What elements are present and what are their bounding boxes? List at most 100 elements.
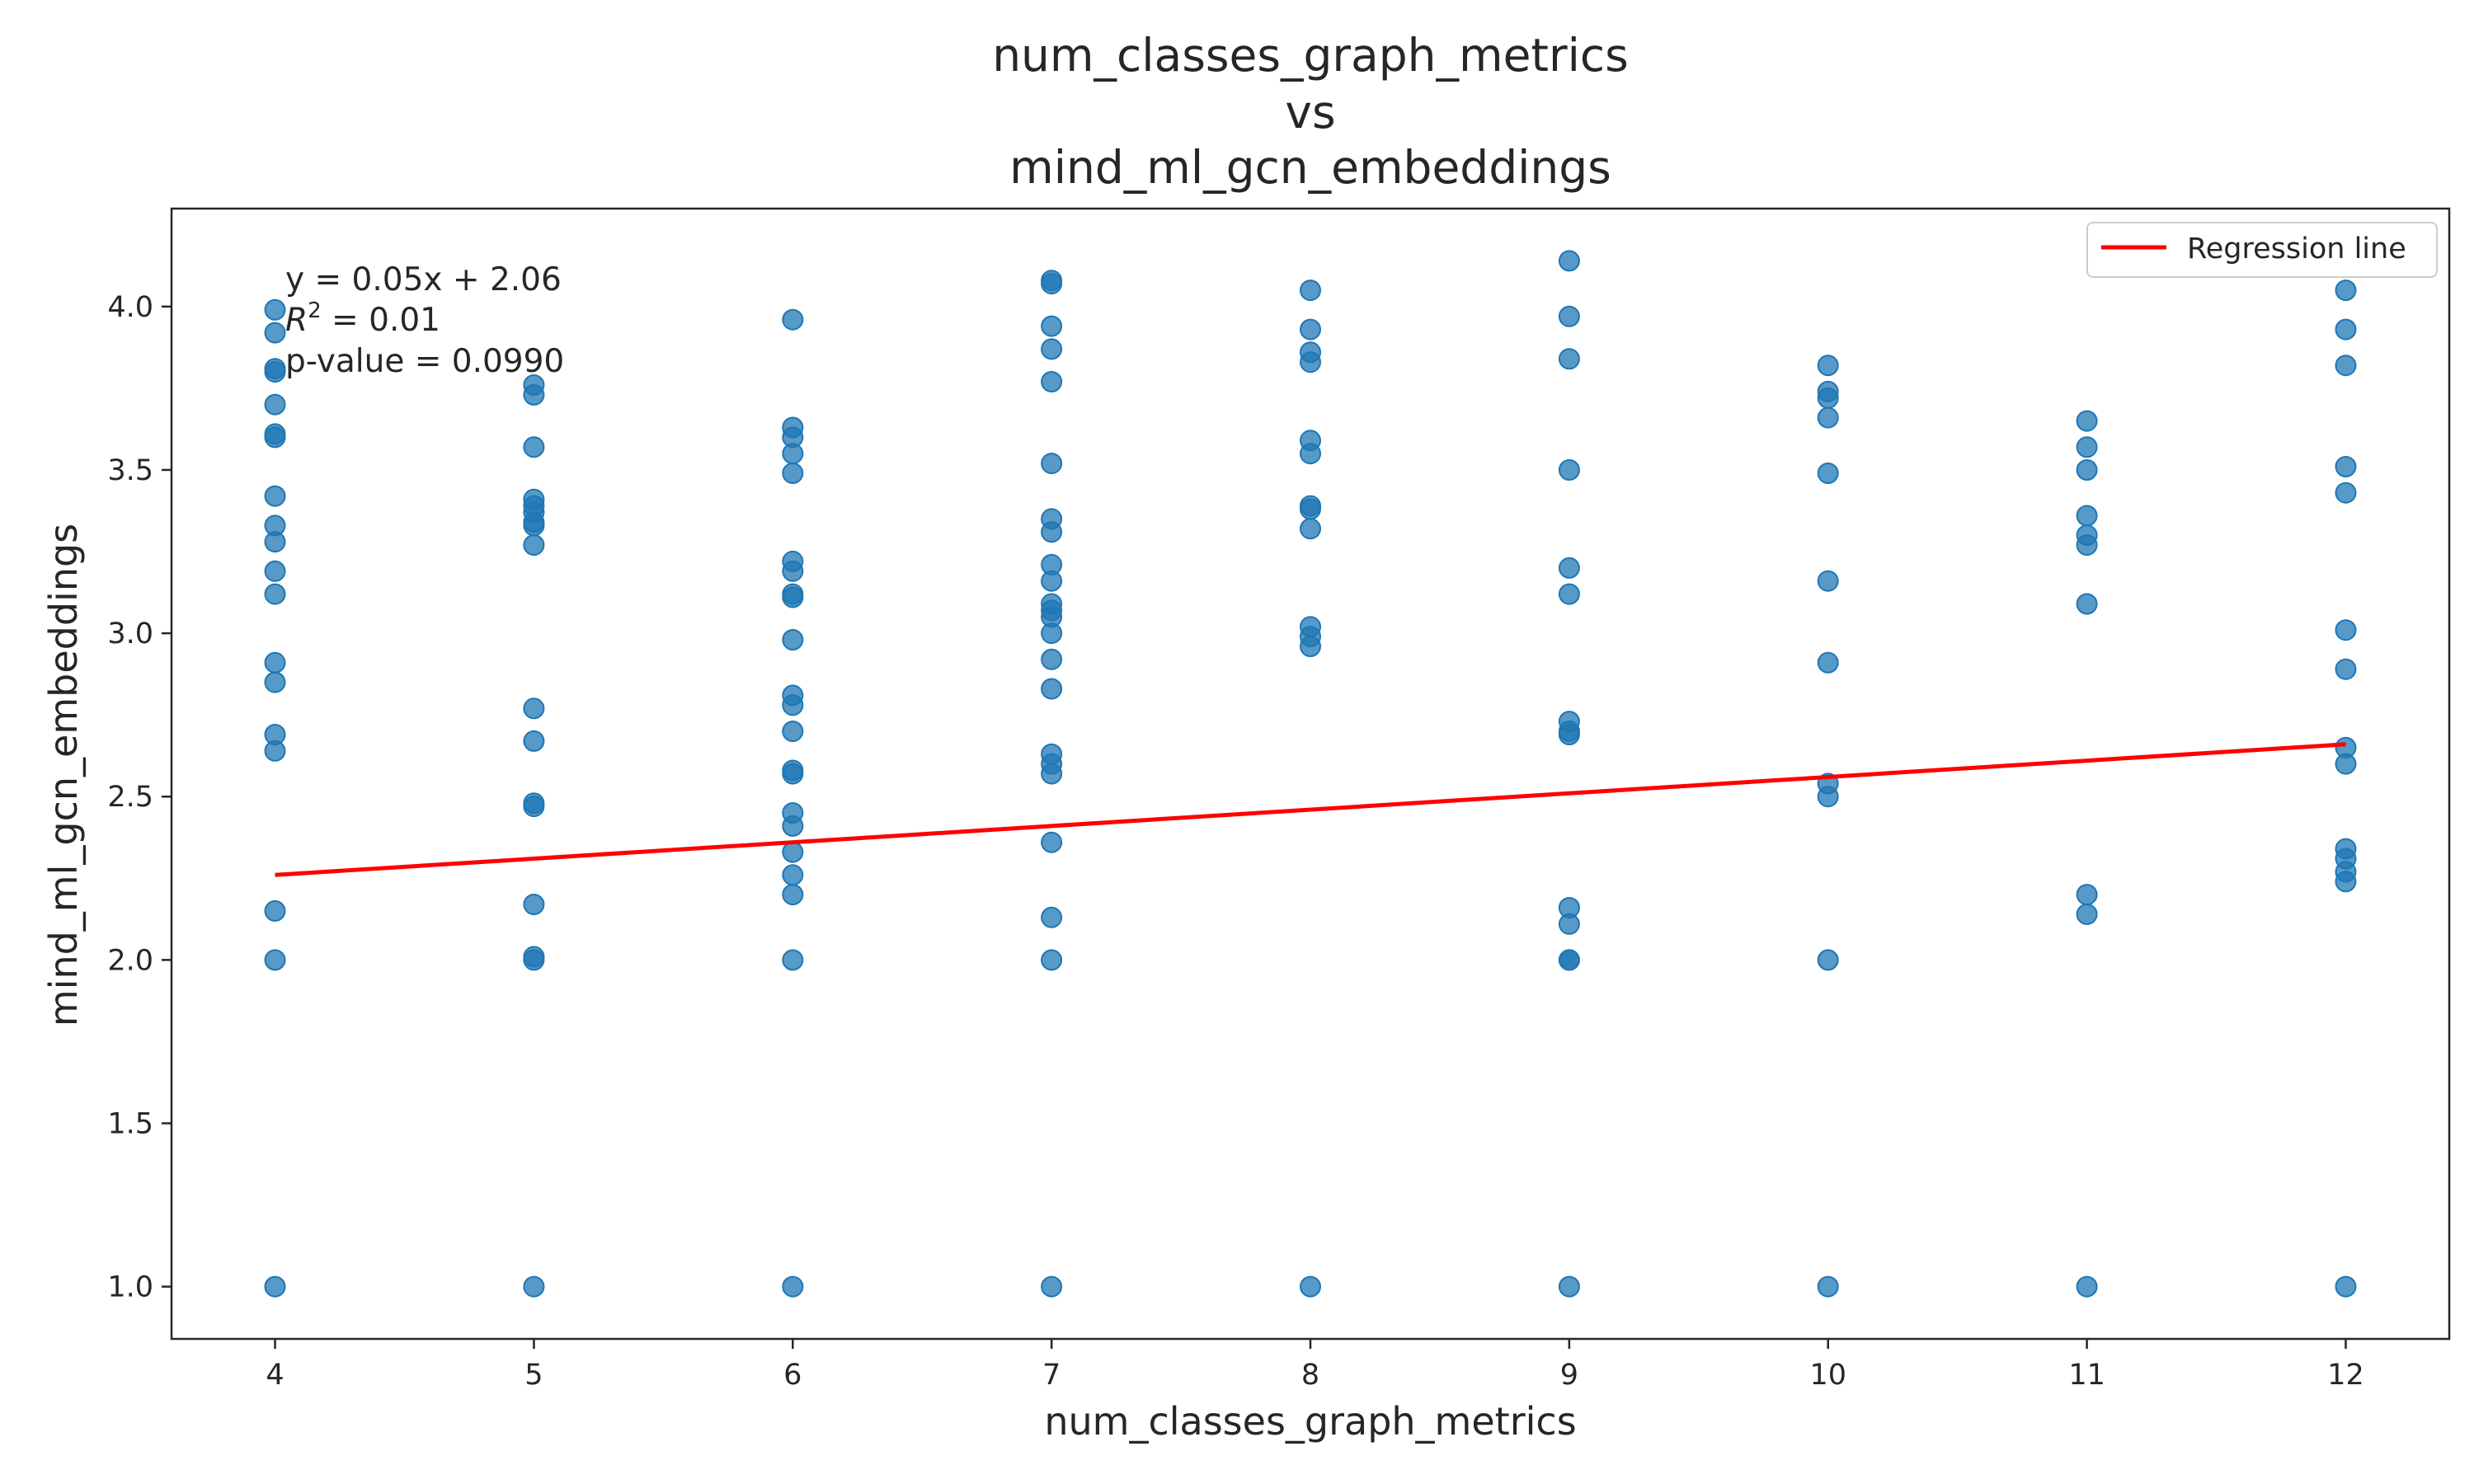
data-point [1558, 913, 1580, 935]
data-point [523, 511, 545, 533]
data-point [782, 949, 804, 971]
data-point [264, 322, 286, 344]
data-point [782, 629, 804, 650]
data-point [1817, 387, 1839, 409]
data-point [1817, 651, 1839, 674]
chart-title: num_classes_graph_metrics vs mind_ml_gcn… [992, 29, 1629, 194]
data-point [2076, 534, 2098, 556]
data-point [1558, 724, 1580, 745]
data-point [2335, 355, 2357, 377]
data-point [1817, 949, 1839, 971]
data-point [2335, 753, 2357, 775]
data-point [264, 485, 286, 507]
data-point [523, 730, 545, 752]
data-point [264, 651, 286, 674]
x-tick-label: 4 [266, 1359, 284, 1392]
data-point [2335, 279, 2357, 302]
data-point [1041, 570, 1063, 592]
data-point [1817, 570, 1839, 592]
x-tick-label: 11 [2068, 1359, 2105, 1392]
data-point [782, 721, 804, 742]
data-point [523, 949, 545, 971]
data-point [264, 426, 286, 448]
data-point [1558, 348, 1580, 370]
data-point [2076, 593, 2098, 615]
data-point [1817, 786, 1839, 808]
chart-title-line-3: mind_ml_gcn_embeddings [1009, 141, 1611, 194]
data-point [1300, 498, 1321, 520]
data-point [2335, 481, 2357, 504]
y-tick-label: 4.0 [107, 291, 153, 324]
data-point [1300, 518, 1321, 540]
data-point [1041, 315, 1063, 337]
data-point [1041, 371, 1063, 392]
y-tick-label: 2.5 [107, 781, 153, 814]
y-tick-label: 1.5 [107, 1107, 153, 1140]
data-point [523, 383, 545, 406]
data-point [523, 436, 545, 458]
data-point [1041, 648, 1063, 670]
data-point [523, 534, 545, 556]
y-axis-ticks: 1.0 1.5 2.0 2.5 3.0 3.5 4.0 [107, 291, 172, 1304]
data-point [782, 560, 804, 582]
data-point [1300, 318, 1321, 340]
x-tick-label: 5 [524, 1359, 543, 1392]
data-point [2335, 871, 2357, 893]
regression-layer [275, 742, 2346, 877]
data-point [264, 361, 286, 383]
data-point [1817, 1275, 1839, 1298]
data-point [1041, 906, 1063, 928]
data-point [2335, 658, 2357, 680]
data-point [523, 796, 545, 818]
data-point [264, 583, 286, 605]
chart-title-line-1: num_classes_graph_metrics [992, 29, 1629, 82]
data-point [2335, 456, 2357, 477]
data-point [782, 308, 804, 331]
x-tick-label: 7 [1042, 1359, 1061, 1392]
data-point [782, 586, 804, 608]
data-point [2076, 505, 2098, 527]
data-point [264, 949, 286, 971]
data-point [2076, 436, 2098, 458]
data-point [782, 841, 804, 863]
y-tick-label: 2.0 [107, 944, 153, 977]
r-squared-value: = 0.01 [322, 302, 440, 339]
data-point [264, 740, 286, 762]
x-axis-label: num_classes_graph_metrics [1044, 1399, 1576, 1444]
data-point [2335, 619, 2357, 641]
data-point [1817, 355, 1839, 377]
data-point [782, 443, 804, 465]
data-point [1041, 622, 1063, 645]
data-point [2335, 318, 2357, 340]
data-point [2076, 903, 2098, 925]
data-point [1041, 273, 1063, 295]
data-point [2335, 1275, 2357, 1298]
x-tick-label: 12 [2327, 1359, 2364, 1392]
p-value-text: p-value = 0.0990 [285, 343, 564, 380]
data-point [2076, 410, 2098, 432]
data-point [264, 531, 286, 553]
x-tick-label: 6 [783, 1359, 802, 1392]
legend: Regression line [2086, 222, 2438, 278]
legend-entry-regression: Regression line [2187, 232, 2406, 265]
data-point [264, 899, 286, 922]
x-tick-label: 9 [1560, 1359, 1578, 1392]
data-point [1300, 351, 1321, 373]
data-point [1558, 250, 1580, 272]
data-point [1817, 463, 1839, 484]
data-point [1817, 406, 1839, 429]
y-tick-label: 3.0 [107, 618, 153, 650]
data-point [1558, 949, 1580, 971]
legend-box [2086, 222, 2438, 278]
regression-line [275, 742, 2346, 877]
data-point [264, 560, 286, 582]
data-point [782, 815, 804, 837]
data-point [1041, 521, 1063, 543]
data-point [782, 1275, 804, 1298]
data-point [1558, 583, 1580, 605]
data-point [264, 393, 286, 416]
data-point [1558, 1275, 1580, 1298]
data-point [1041, 763, 1063, 785]
data-point [2076, 884, 2098, 906]
